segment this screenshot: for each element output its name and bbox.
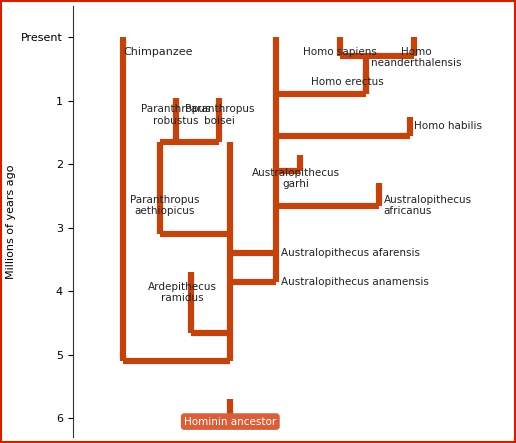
Text: Homo
neanderthalensis: Homo neanderthalensis <box>371 47 462 68</box>
Text: Paranthropus
boisei: Paranthropus boisei <box>185 104 254 126</box>
Text: Hominin ancestor: Hominin ancestor <box>184 416 277 427</box>
Text: Australopithecus
africanus: Australopithecus africanus <box>383 195 472 217</box>
Text: Paranthropus
aethiopicus: Paranthropus aethiopicus <box>130 195 199 217</box>
Y-axis label: Millions of years ago: Millions of years ago <box>6 164 15 279</box>
Text: Ardepithecus
ramidus: Ardepithecus ramidus <box>148 282 217 303</box>
Text: Homo habilis: Homo habilis <box>414 121 482 131</box>
Text: Australopithecus
garhi: Australopithecus garhi <box>252 167 340 189</box>
Text: Homo erectus: Homo erectus <box>311 77 384 87</box>
Text: Chimpanzee: Chimpanzee <box>123 47 192 57</box>
Text: Australopithecus afarensis: Australopithecus afarensis <box>281 248 420 258</box>
Text: Australopithecus anamensis: Australopithecus anamensis <box>281 277 428 287</box>
Text: Paranthropus
robustus: Paranthropus robustus <box>141 104 211 126</box>
Text: Homo sapiens: Homo sapiens <box>303 47 377 57</box>
